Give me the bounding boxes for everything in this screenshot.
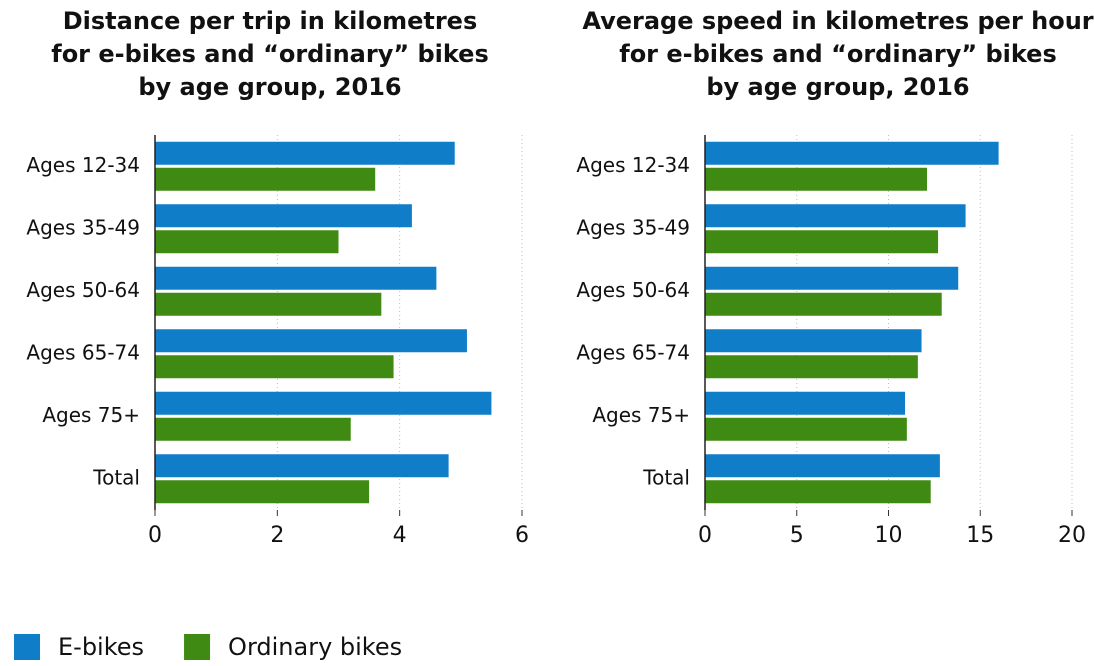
x-tick-label: 10 [875,523,903,548]
chart-title: for e-bikes and “ordinary” bikes [51,40,489,68]
bar [155,329,467,353]
y-tick-label: Ages 65-74 [576,340,690,364]
y-tick-label: Ages 75+ [42,403,140,427]
bar [705,329,922,353]
bar [705,230,939,254]
chart-title: Distance per trip in kilometres [63,7,478,35]
legend-swatch [184,634,211,660]
legend-label: E-bikes [58,633,144,661]
bar [155,391,492,415]
bar [155,480,370,504]
y-tick-label: Ages 75+ [592,403,690,427]
y-tick-label: Ages 12-34 [576,153,690,177]
bar [705,391,906,415]
bar [155,417,351,441]
bar [155,292,382,316]
x-tick-label: 5 [790,523,804,548]
y-tick-label: Ages 65-74 [26,340,140,364]
bar [155,167,376,191]
bar [705,292,942,316]
bar [705,417,907,441]
x-tick-label: 15 [966,523,994,548]
chart-title: Average speed in kilometres per hour [582,7,1093,35]
x-tick-label: 6 [515,523,529,548]
y-tick-label: Total [92,465,140,489]
bar [705,480,931,504]
legend-label: Ordinary bikes [228,633,402,661]
x-tick-label: 20 [1058,523,1086,548]
bar [155,355,394,379]
y-tick-label: Ages 12-34 [26,153,140,177]
bar [705,266,959,290]
bar [155,266,437,290]
y-tick-label: Total [642,465,690,489]
chart-title: by age group, 2016 [138,73,401,101]
bar [705,204,966,228]
bar [155,141,455,165]
bar [155,204,412,228]
y-tick-label: Ages 50-64 [26,278,140,302]
bar [705,355,918,379]
bar [705,141,999,165]
x-tick-label: 0 [698,523,712,548]
x-tick-label: 0 [148,523,162,548]
x-tick-label: 2 [270,523,284,548]
bar [705,167,928,191]
chart-title: for e-bikes and “ordinary” bikes [619,40,1057,68]
bar [155,230,339,254]
x-tick-label: 4 [393,523,407,548]
y-tick-label: Ages 35-49 [26,215,140,239]
y-tick-label: Ages 50-64 [576,278,690,302]
chart-title: by age group, 2016 [706,73,969,101]
bar [155,454,449,478]
y-tick-label: Ages 35-49 [576,215,690,239]
bar [705,454,940,478]
legend-swatch [14,634,40,660]
